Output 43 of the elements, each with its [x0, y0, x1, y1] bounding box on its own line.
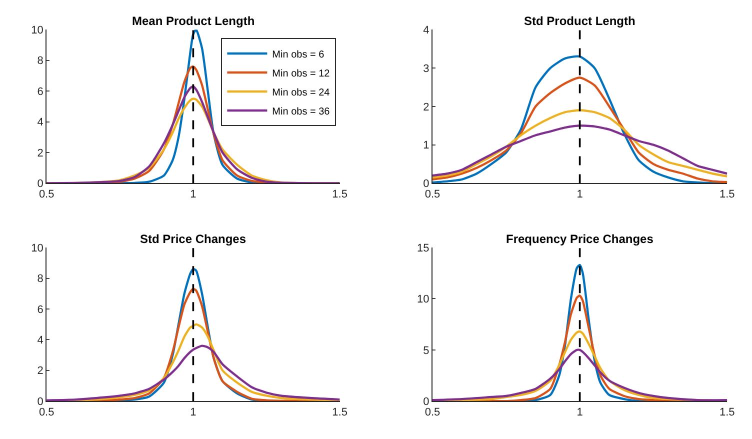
chart-title: Std Product Length — [524, 14, 636, 28]
chart-title: Mean Product Length — [132, 14, 255, 28]
y-tick-label: 2 — [423, 101, 430, 114]
y-tick-label: 8 — [37, 273, 44, 286]
x-tick-label: 1.5 — [719, 406, 735, 418]
legend-label: Min obs = 24 — [272, 87, 330, 98]
legend-label: Min obs = 12 — [272, 68, 330, 80]
y-tick-label: 6 — [37, 86, 44, 98]
y-tick-label: 15 — [417, 242, 430, 254]
y-tick-label: 5 — [423, 344, 430, 357]
y-tick-label: 0 — [423, 178, 430, 190]
y-tick-label: 0 — [423, 396, 430, 408]
y-tick-label: 6 — [37, 304, 44, 316]
x-tick-label: 1 — [190, 406, 196, 418]
y-tick-label: 4 — [423, 24, 430, 37]
line-series — [432, 124, 728, 177]
y-tick-label: 10 — [31, 242, 44, 254]
y-tick-label: 3 — [423, 62, 430, 75]
y-tick-label: 4 — [37, 334, 44, 347]
y-tick-label: 0 — [37, 396, 44, 408]
chart-title: Std Price Changes — [140, 232, 246, 246]
legend-label: Min obs = 6 — [272, 49, 325, 60]
chart-title: Frequency Price Changes — [506, 232, 654, 246]
x-tick-label: 1 — [190, 188, 196, 200]
y-tick-label: 8 — [37, 55, 44, 68]
x-tick-label: 0.5 — [38, 188, 54, 200]
x-tick-label: 1 — [576, 406, 583, 418]
y-tick-label: 0 — [37, 178, 44, 190]
x-tick-label: 1.5 — [332, 406, 348, 418]
legend-label: Min obs = 36 — [272, 106, 330, 118]
y-tick-label: 10 — [417, 294, 430, 306]
line-series — [432, 109, 728, 179]
y-tick-label: 4 — [37, 116, 44, 129]
x-tick-label: 0.5 — [424, 188, 440, 200]
x-tick-label: 1 — [576, 188, 583, 200]
x-tick-label: 0.5 — [424, 406, 440, 418]
y-tick-label: 2 — [37, 365, 44, 378]
x-tick-label: 0.5 — [38, 406, 54, 418]
y-tick-label: 2 — [37, 147, 44, 160]
x-tick-label: 1.5 — [332, 188, 348, 200]
x-tick-label: 1.5 — [719, 188, 735, 200]
y-tick-label: 1 — [423, 140, 430, 152]
y-tick-label: 10 — [31, 24, 44, 37]
